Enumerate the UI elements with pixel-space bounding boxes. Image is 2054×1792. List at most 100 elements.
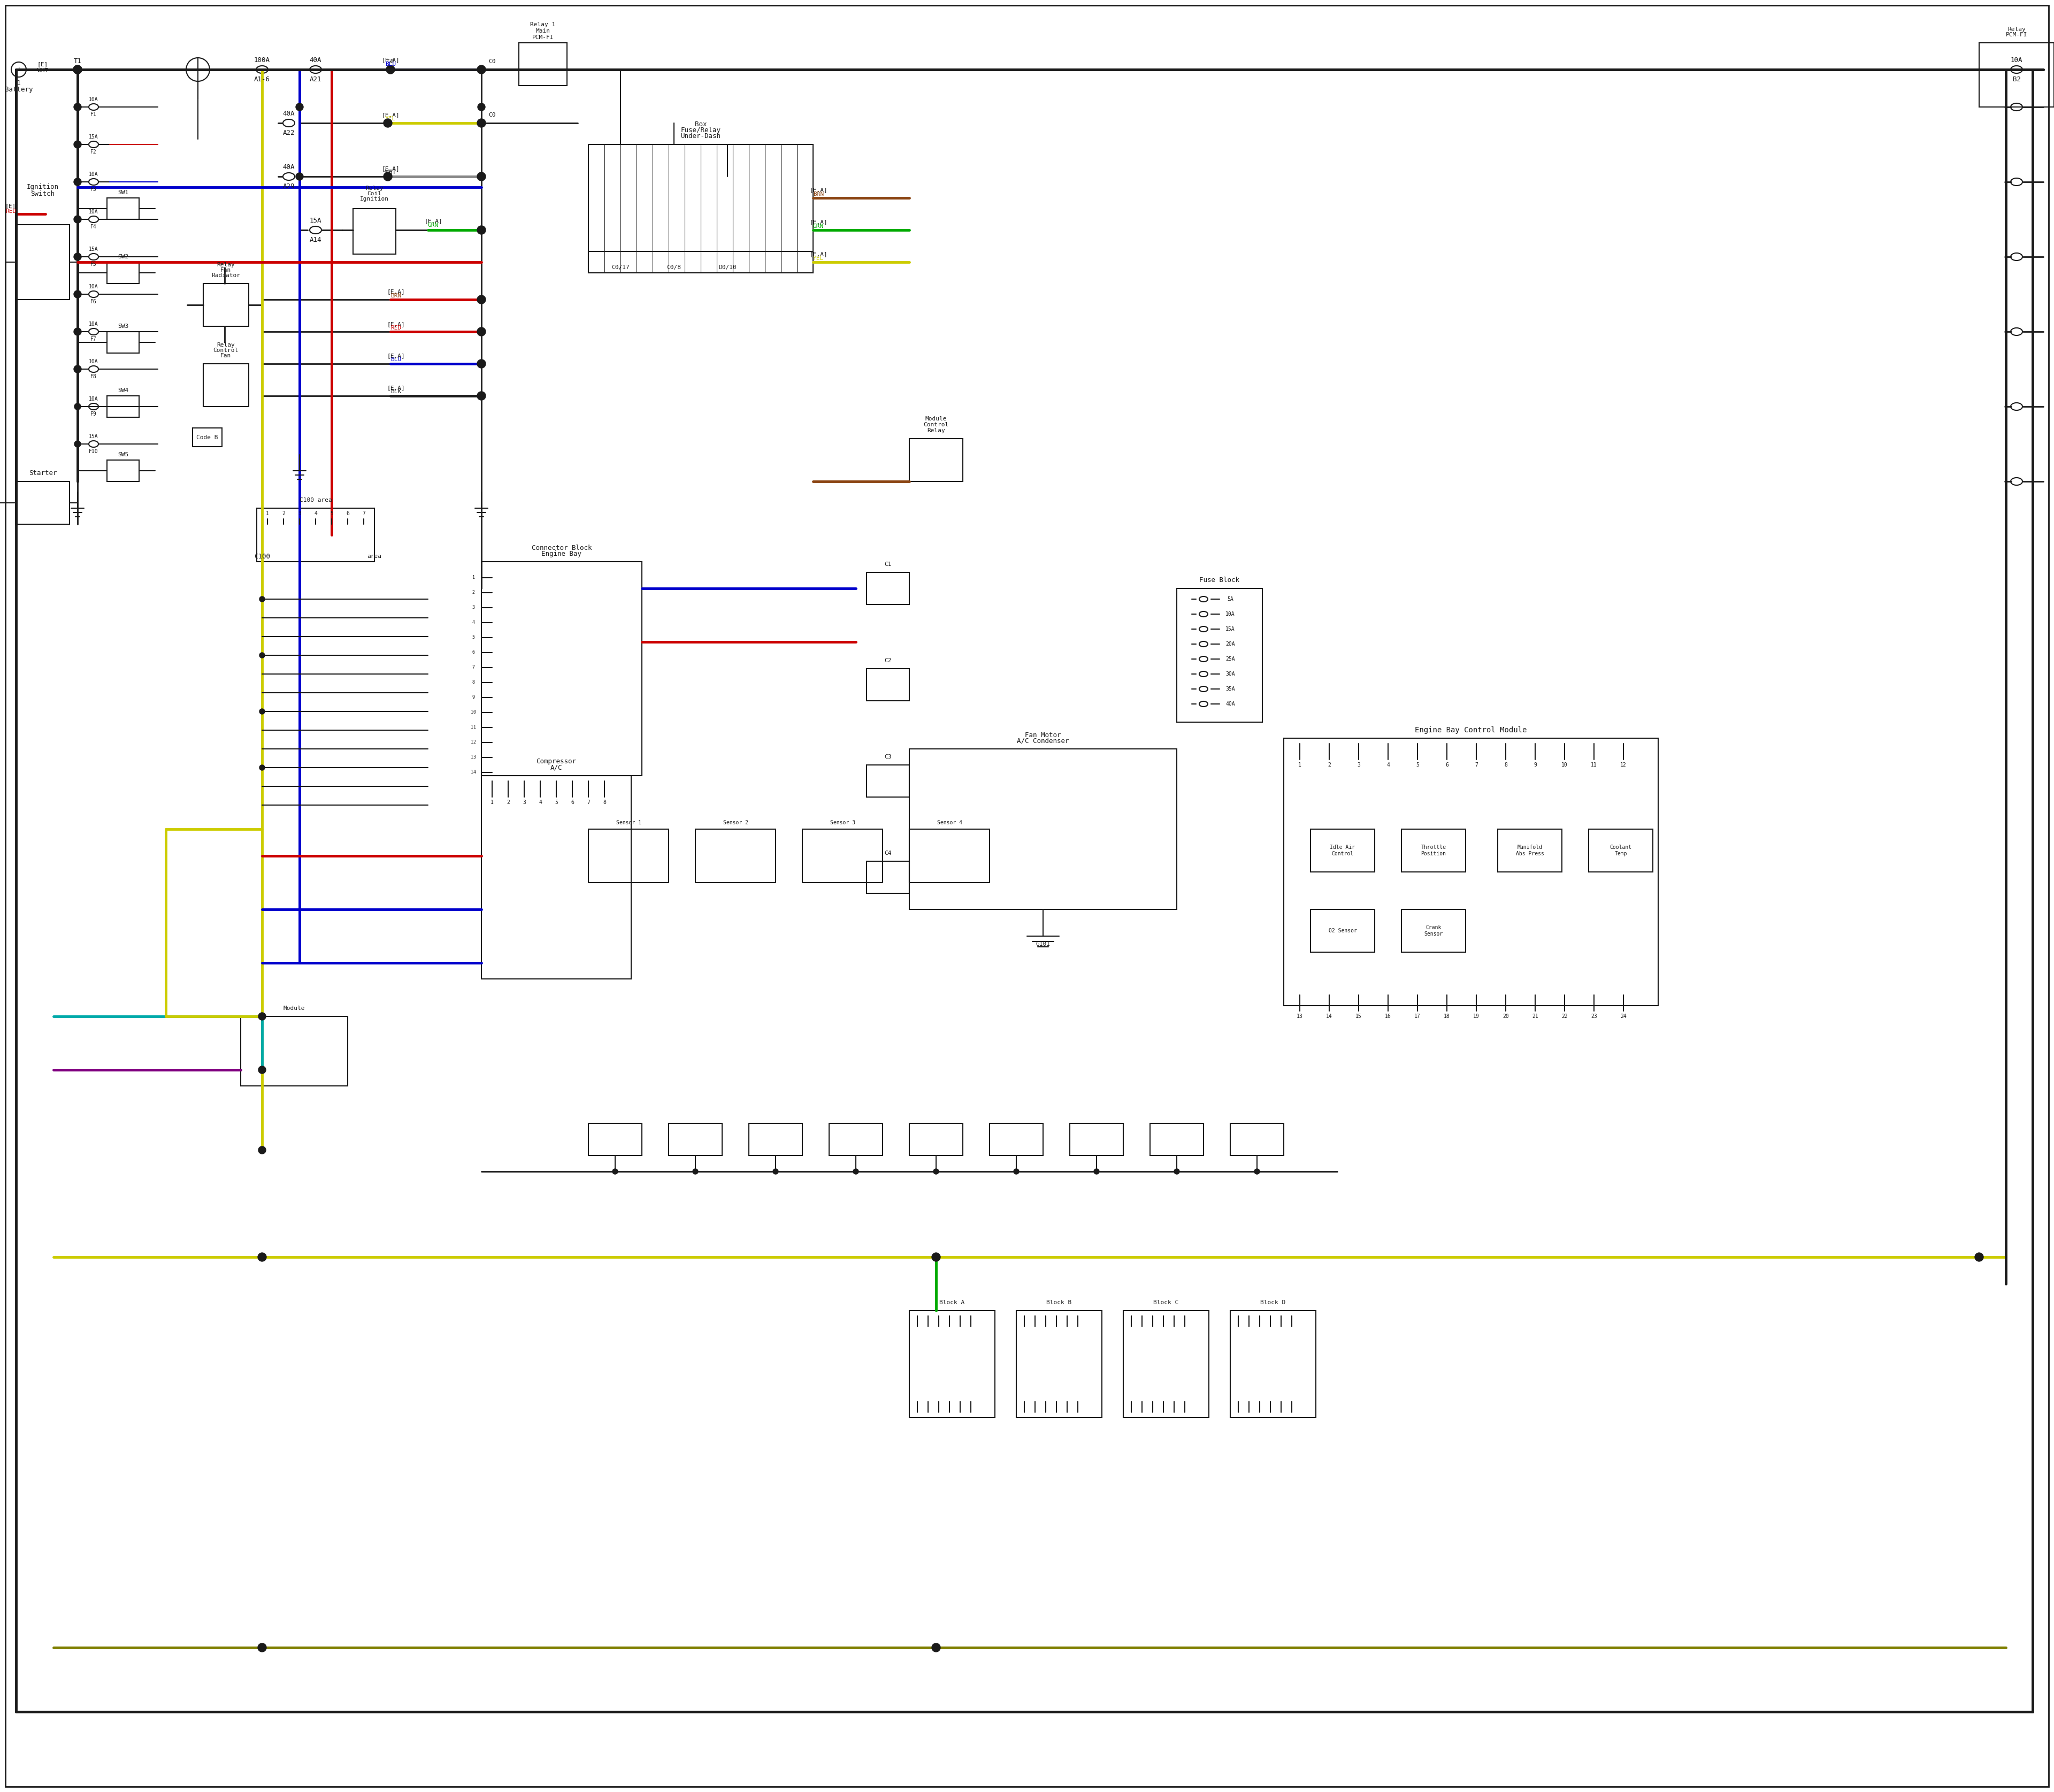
Text: 10A: 10A [2011,56,2023,63]
Text: 2: 2 [472,590,474,595]
Text: F9: F9 [90,412,97,418]
Circle shape [74,366,80,373]
Circle shape [74,65,82,73]
Text: C0/8: C0/8 [668,265,682,271]
Text: C0/17: C0/17 [612,265,629,271]
Bar [107,197,140,219]
Bar [520,43,567,86]
Text: 1: 1 [16,81,21,86]
Text: 40A: 40A [1226,701,1234,706]
Text: 11: 11 [470,726,477,729]
Text: [E,A]: [E,A] [809,186,828,192]
Bar [203,283,249,326]
Text: 15A: 15A [1226,627,1234,633]
Text: G101: G101 [1035,941,1050,946]
Bar [750,1124,803,1156]
Bar [107,332,140,353]
Bar [1070,1124,1124,1156]
Bar [696,830,776,883]
Text: Block D: Block D [1261,1299,1286,1305]
Text: A14: A14 [310,237,322,244]
Text: Fuse/Relay: Fuse/Relay [680,127,721,134]
Text: A1-6: A1-6 [255,75,271,82]
Text: Engine Bay Control Module: Engine Bay Control Module [1415,726,1526,735]
Text: C3: C3 [885,754,891,760]
Circle shape [1255,1168,1259,1174]
Text: Main: Main [536,29,550,34]
Text: SW3: SW3 [117,324,129,330]
Text: C2: C2 [885,658,891,663]
Text: 24: 24 [1621,1014,1627,1020]
Bar [990,1124,1043,1156]
Circle shape [479,104,485,111]
Text: 35A: 35A [1226,686,1234,692]
Bar [830,1124,883,1156]
Circle shape [384,172,392,181]
Text: Idle Air
Control: Idle Air Control [1331,844,1356,857]
Text: F4: F4 [90,224,97,229]
Bar [481,776,631,978]
Bar [481,561,641,776]
Text: 10: 10 [470,710,477,715]
Text: 7: 7 [1475,762,1479,767]
Text: PCM-FI: PCM-FI [532,34,555,39]
Text: A22: A22 [283,129,296,136]
Circle shape [1974,1253,1984,1262]
Text: 13: 13 [470,754,477,760]
Text: YEL: YEL [813,256,824,262]
Text: Module: Module [924,416,947,421]
Text: [E,A]: [E,A] [809,219,828,224]
Bar [867,572,910,604]
Text: 6: 6 [472,650,474,656]
Bar [1401,830,1467,873]
Text: area: area [368,554,382,559]
Text: 2: 2 [281,511,286,516]
Text: [E,A]: [E,A] [425,219,442,224]
Text: Block C: Block C [1154,1299,1179,1305]
Circle shape [933,1168,939,1174]
Text: A21: A21 [310,75,322,82]
Text: 10A: 10A [88,210,99,215]
Text: 15A: 15A [88,134,99,140]
Text: Relay 1: Relay 1 [530,22,555,27]
Text: 15A: 15A [88,247,99,253]
Text: C0: C0 [386,59,394,65]
Text: [E,A]: [E,A] [382,57,398,63]
Text: WHT: WHT [37,68,47,73]
Text: F5: F5 [90,262,97,267]
Text: A29: A29 [283,183,296,190]
Text: 4: 4 [538,799,542,805]
Text: Crank
Sensor: Crank Sensor [1423,925,1444,937]
Circle shape [386,65,394,73]
Circle shape [74,217,80,222]
Text: 10A: 10A [88,97,99,102]
Bar [1150,1124,1204,1156]
Bar [1230,1124,1284,1156]
Text: GRN: GRN [813,224,824,229]
Bar [16,224,70,299]
Circle shape [259,1643,267,1652]
Text: [E,A]: [E,A] [382,167,398,172]
Text: 15: 15 [1356,1014,1362,1020]
Text: 5A: 5A [1226,597,1232,602]
Circle shape [74,253,82,260]
Text: 9: 9 [1534,762,1536,767]
Text: 10A: 10A [88,358,99,364]
Circle shape [477,118,485,127]
Text: 15A: 15A [310,217,322,224]
Text: B2: B2 [2013,75,2021,82]
Bar [240,1016,347,1086]
Bar [1177,588,1263,722]
Circle shape [74,328,80,335]
Text: 3: 3 [472,606,474,609]
Text: Relay: Relay [218,342,234,348]
Circle shape [477,226,485,235]
Text: T1: T1 [74,57,82,65]
Text: 10A: 10A [88,172,99,177]
Text: F10: F10 [88,448,99,453]
Text: C1: C1 [885,561,891,566]
Circle shape [477,392,485,400]
Circle shape [74,253,80,260]
Circle shape [296,104,304,111]
Circle shape [259,1066,265,1073]
